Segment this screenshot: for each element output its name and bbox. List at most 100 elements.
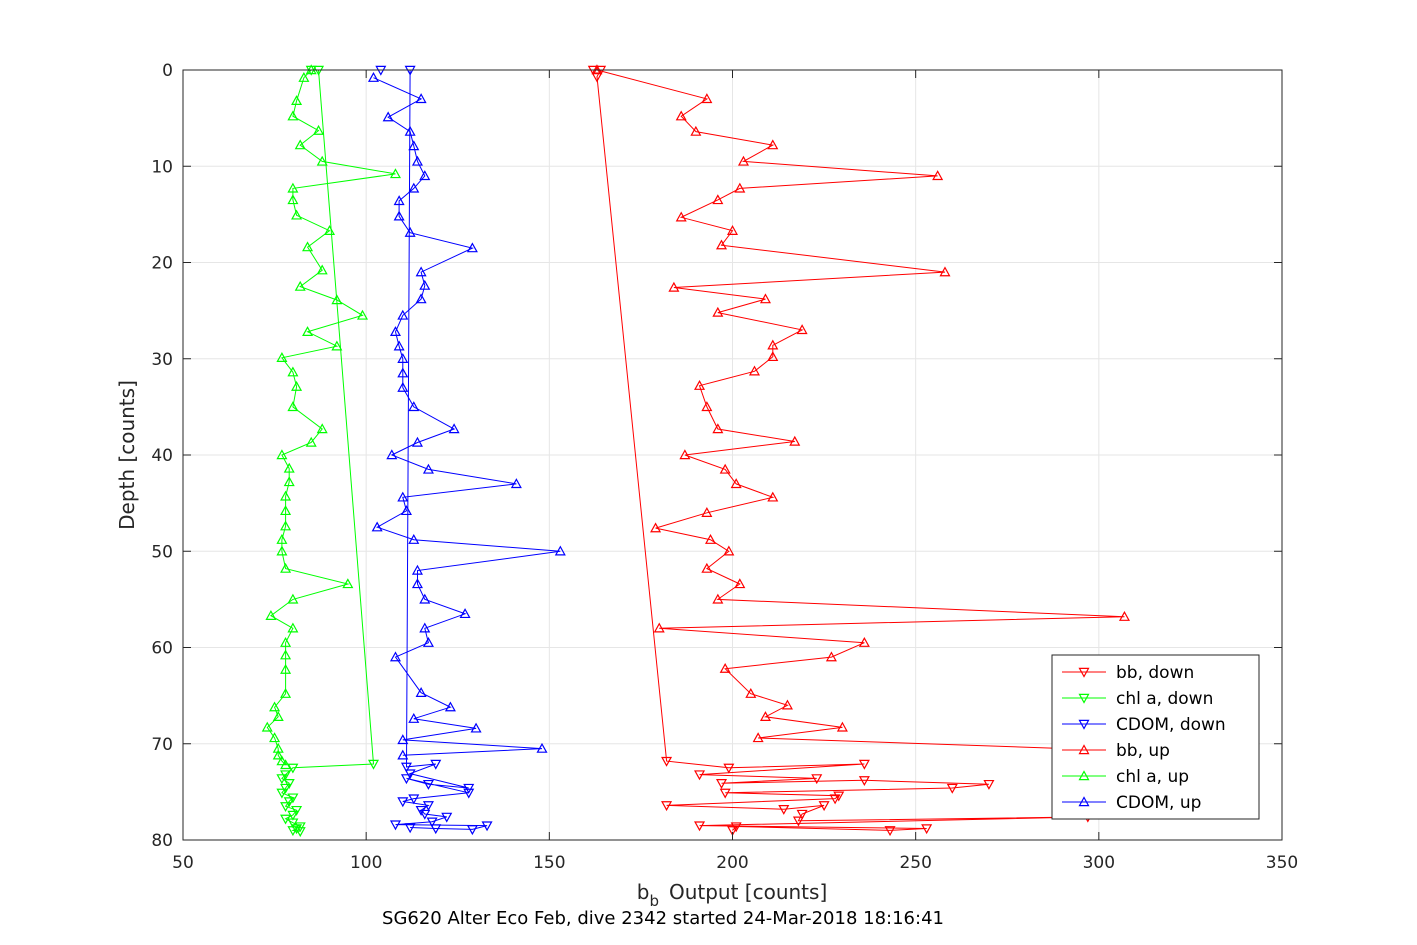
data-point — [283, 476, 295, 487]
series-line — [596, 69, 1125, 750]
data-point — [811, 774, 823, 785]
x-tick-label: 100 — [350, 853, 382, 873]
data-point — [778, 804, 790, 815]
data-point — [276, 755, 288, 766]
data-point — [276, 788, 288, 799]
data-point — [408, 182, 420, 193]
data-point — [833, 791, 845, 802]
data-point — [316, 264, 328, 275]
data-point — [291, 95, 303, 106]
data-point — [415, 687, 427, 697]
data-point — [829, 794, 841, 805]
y-tick-label: 70 — [151, 735, 173, 755]
data-point — [276, 774, 288, 785]
data-point — [331, 340, 343, 351]
data-point — [884, 826, 896, 837]
data-point — [408, 712, 420, 723]
data-point — [371, 521, 383, 532]
data-point — [265, 610, 277, 620]
data-point — [422, 779, 434, 790]
x-tick-label: 150 — [533, 853, 565, 873]
data-point — [291, 380, 303, 391]
data-point — [858, 776, 870, 787]
data-point — [946, 783, 958, 794]
data-point — [397, 353, 409, 363]
data-point — [276, 352, 288, 362]
data-point — [419, 170, 431, 181]
data-point — [463, 788, 475, 799]
data-point — [287, 810, 299, 821]
data-point — [280, 663, 292, 674]
data-point — [305, 436, 317, 447]
data-point — [389, 326, 401, 336]
data-point — [408, 140, 420, 151]
data-point — [712, 593, 724, 604]
data-point — [726, 225, 739, 235]
ticks: 50 100 150 200 250 300 350 0 10 20 30 40 50 60 70 80 — [151, 61, 1298, 873]
data-point — [858, 636, 870, 647]
x-axis-label-rest: Output [counts] — [669, 880, 827, 904]
series-line — [373, 77, 561, 756]
data-point — [397, 797, 409, 808]
data-point — [510, 478, 522, 489]
data-point — [463, 783, 475, 794]
data-point — [397, 491, 409, 502]
data-point — [789, 435, 801, 446]
data-point — [400, 774, 412, 785]
caption: SG620 Alter Eco Feb, dive 2342 started 2… — [382, 908, 944, 929]
data-point — [280, 814, 292, 825]
data-point — [302, 326, 314, 336]
x-tick-label: 200 — [716, 853, 748, 873]
series-bb-down — [587, 65, 1094, 837]
data-point — [287, 826, 299, 837]
data-point — [397, 309, 409, 320]
data-point — [694, 379, 706, 390]
data-point — [316, 155, 328, 166]
legend-swatch-marker — [1078, 693, 1090, 704]
data-point — [983, 779, 995, 790]
data-point — [466, 242, 478, 253]
data-point — [313, 124, 325, 135]
data-point — [767, 351, 779, 362]
grid — [183, 70, 1282, 840]
data-point — [719, 788, 731, 799]
data-point — [283, 797, 295, 808]
legend-entry: CDOM, down — [1116, 715, 1226, 735]
data-point — [269, 701, 281, 712]
data-point — [393, 195, 405, 206]
data-point — [858, 759, 870, 770]
data-point — [650, 522, 662, 533]
data-point — [705, 533, 717, 544]
data-point — [269, 732, 281, 743]
data-point — [280, 759, 292, 770]
data-point — [796, 809, 808, 820]
series-line — [380, 69, 488, 830]
data-point — [331, 294, 343, 305]
data-point — [389, 168, 401, 179]
data-point — [382, 111, 394, 122]
y-tick-label: 80 — [151, 831, 173, 851]
data-point — [767, 339, 779, 350]
data-point — [287, 622, 299, 633]
data-point — [712, 423, 724, 434]
data-point — [426, 817, 438, 828]
data-point — [389, 651, 401, 662]
x-tick-label: 350 — [1266, 853, 1298, 873]
data-point — [466, 825, 478, 836]
data-point — [287, 593, 299, 604]
data-point — [1118, 610, 1130, 621]
data-point — [759, 293, 771, 304]
data-point — [723, 763, 735, 774]
data-point — [294, 827, 306, 838]
data-point — [276, 533, 288, 544]
legend-entry: CDOM, up — [1116, 793, 1201, 813]
data-point — [419, 593, 431, 604]
legend-swatch-marker — [1078, 667, 1090, 678]
data-point — [419, 622, 431, 633]
data-point — [679, 449, 691, 460]
data-point — [470, 722, 482, 733]
data-point — [294, 280, 306, 291]
data-point — [719, 662, 731, 673]
data-point — [280, 505, 292, 516]
